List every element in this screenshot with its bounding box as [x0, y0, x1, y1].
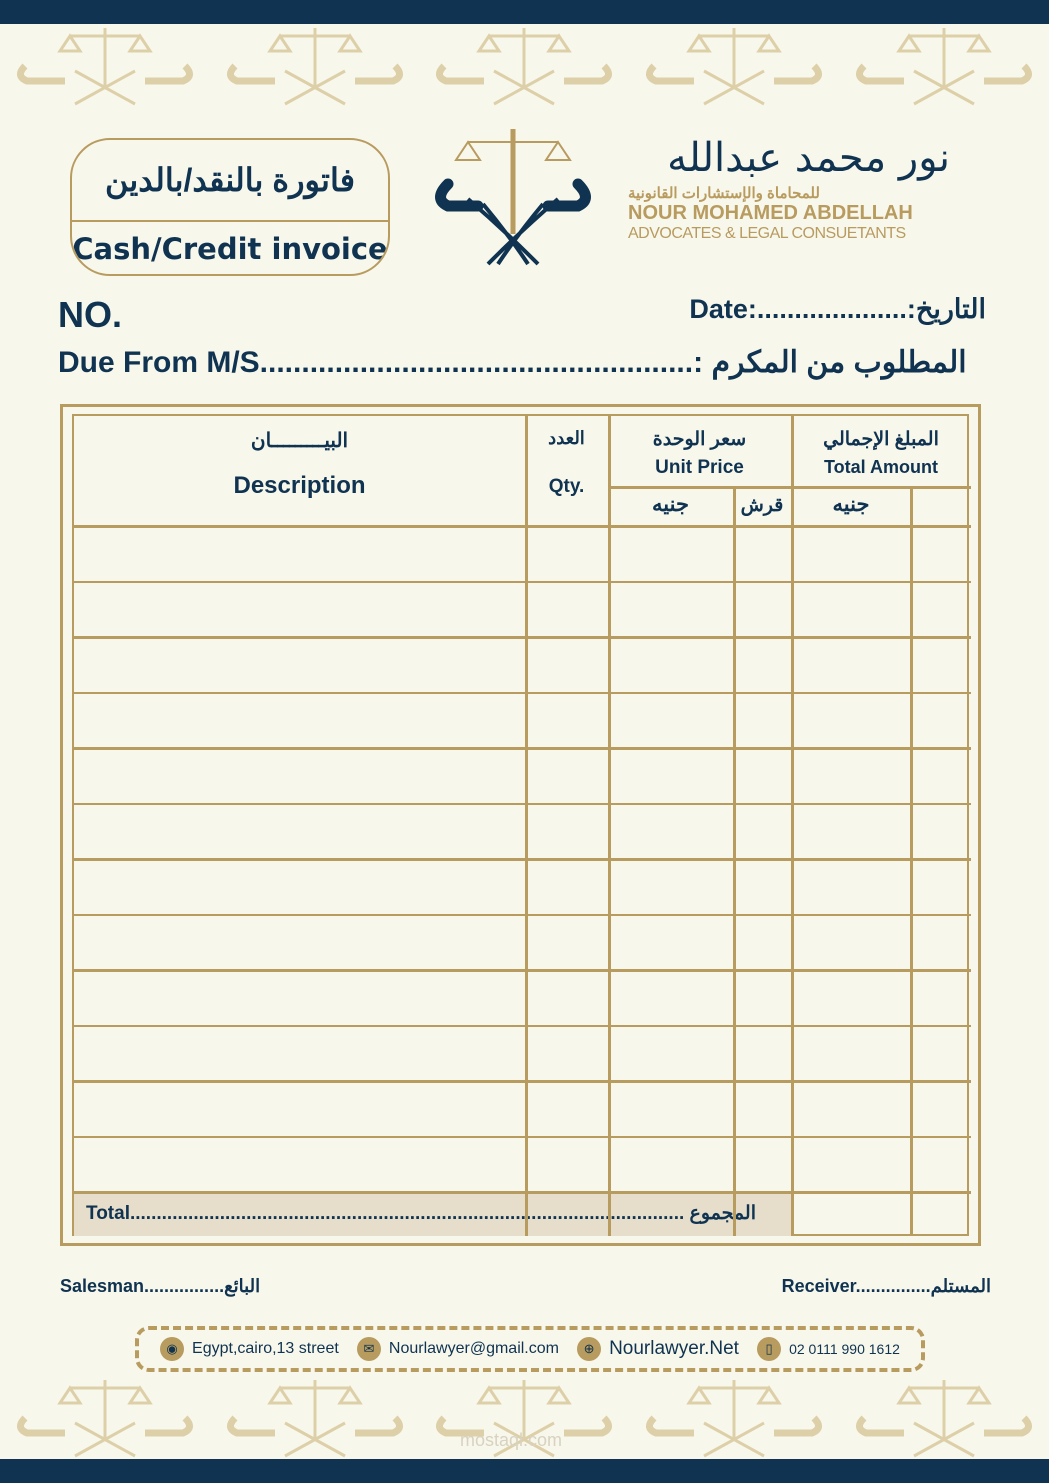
- row-divider: [74, 580, 971, 583]
- decorative-scales-icon: [226, 28, 403, 106]
- invoice-number-label: NO.: [58, 294, 123, 335]
- contact-bar: ◉ Egypt,cairo,13 street ✉ Nourlawyer@gmail…: [135, 1326, 925, 1372]
- due-from-field[interactable]: Due From M/S............................…: [58, 346, 967, 379]
- contact-website[interactable]: ⊕ Nourlawyer.Net: [577, 1337, 739, 1361]
- contact-phone: ▯ 02 0111 990 1612: [757, 1337, 900, 1361]
- bottom-pattern: [0, 1378, 1049, 1468]
- scales-of-justice-icon: [435, 129, 591, 266]
- unit-pound-header: جنيه: [652, 493, 689, 516]
- items-table: البيـــــــــان Description العدد Qty. س…: [72, 414, 971, 1236]
- qty-header-ar: العدد: [548, 428, 585, 448]
- decorative-scales-icon: [646, 1380, 823, 1458]
- row-divider: [74, 747, 971, 750]
- decorative-scales-icon: [436, 1380, 613, 1458]
- invoice-title-box: فاتورة بالنقد/بالدين Cash/Credit invoice: [70, 138, 390, 276]
- unit-piaster-header: قرش: [740, 495, 784, 516]
- title-arabic: فاتورة بالنقد/بالدين: [105, 162, 355, 198]
- receiver-signature: Receiver...............المستلم: [781, 1276, 991, 1296]
- column-divider: [791, 416, 794, 1236]
- row-divider: [74, 1191, 971, 1194]
- top-bar: [0, 0, 1049, 24]
- decorative-scales-icon: [646, 28, 823, 106]
- decorative-scales-icon: [436, 28, 613, 106]
- brand-arabic-name: نور محمد عبدالله: [667, 135, 950, 181]
- title-english: Cash/Credit invoice: [72, 220, 388, 274]
- decorative-scales-icon: [856, 1380, 1033, 1458]
- brand-block: نور محمد عبدالله للمحاماة والإستشارات ال…: [628, 132, 950, 243]
- column-divider: [608, 416, 611, 1236]
- contact-address: ◉ Egypt,cairo,13 street: [160, 1337, 339, 1361]
- decorative-scales-icon: [856, 28, 1033, 106]
- subheader-divider: [608, 486, 971, 489]
- sub-column-divider: [910, 488, 913, 1236]
- description-header-ar: البيـــــــــان: [250, 430, 349, 452]
- row-divider: [74, 525, 971, 528]
- watermark: mostaql.com: [460, 1430, 563, 1450]
- website-text[interactable]: Nourlawyer.Net: [609, 1338, 739, 1359]
- date-field[interactable]: Date:....................:التاريخ: [689, 294, 986, 324]
- total-row-label: Total...................................…: [86, 1203, 756, 1224]
- total-amount-header-ar: المبلغ الإجمالي: [823, 429, 939, 450]
- qty-header-en: Qty.: [548, 476, 585, 497]
- row-divider: [74, 636, 971, 639]
- brand-english-name: NOUR MOHAMED ABDELLAH: [628, 202, 913, 224]
- contact-email[interactable]: ✉ Nourlawyer@gmail.com: [356, 1337, 559, 1361]
- email-text[interactable]: Nourlawyer@gmail.com: [388, 1340, 559, 1357]
- row-divider: [74, 691, 971, 694]
- envelope-icon: ✉: [356, 1337, 381, 1361]
- total-pound-header: جنيه: [832, 493, 870, 516]
- location-pin-icon: ◉: [160, 1337, 185, 1361]
- row-divider: [74, 913, 971, 916]
- brand-english-sub: ADVOCATES & LEGAL CONSUETANTS: [628, 225, 906, 242]
- row-divider: [74, 1135, 971, 1138]
- unit-price-header-en: Unit Price: [655, 457, 744, 478]
- decorative-scales-icon: [226, 1380, 403, 1458]
- decorative-scales-icon: [16, 1380, 193, 1458]
- address-text: Egypt,cairo,13 street: [192, 1340, 339, 1357]
- salesman-signature: Salesman................البائع: [60, 1276, 261, 1296]
- unit-price-header-ar: سعر الوحدة: [652, 429, 747, 450]
- column-divider: [525, 416, 528, 1236]
- table-frame: [60, 404, 981, 1246]
- globe-icon: ⊕: [577, 1337, 602, 1361]
- row-divider: [74, 1024, 971, 1027]
- bottom-bar: [0, 1459, 1049, 1483]
- brand-arabic-sub: للمحاماة والإستشارات القانونية: [628, 185, 820, 202]
- sub-column-divider: [733, 488, 736, 1236]
- row-divider: [74, 1080, 971, 1083]
- decorative-scales-icon: [16, 28, 193, 106]
- row-divider: [74, 802, 971, 805]
- total-amount-header-en: Total Amount: [824, 457, 938, 477]
- description-header-en: Description: [233, 472, 366, 499]
- row-divider: [74, 969, 971, 972]
- total-row-fill: [74, 1191, 791, 1236]
- top-pattern: [0, 26, 1049, 116]
- row-divider: [74, 858, 971, 861]
- phone-text: 02 0111 990 1612: [789, 1341, 900, 1357]
- phone-icon: ▯: [757, 1337, 782, 1361]
